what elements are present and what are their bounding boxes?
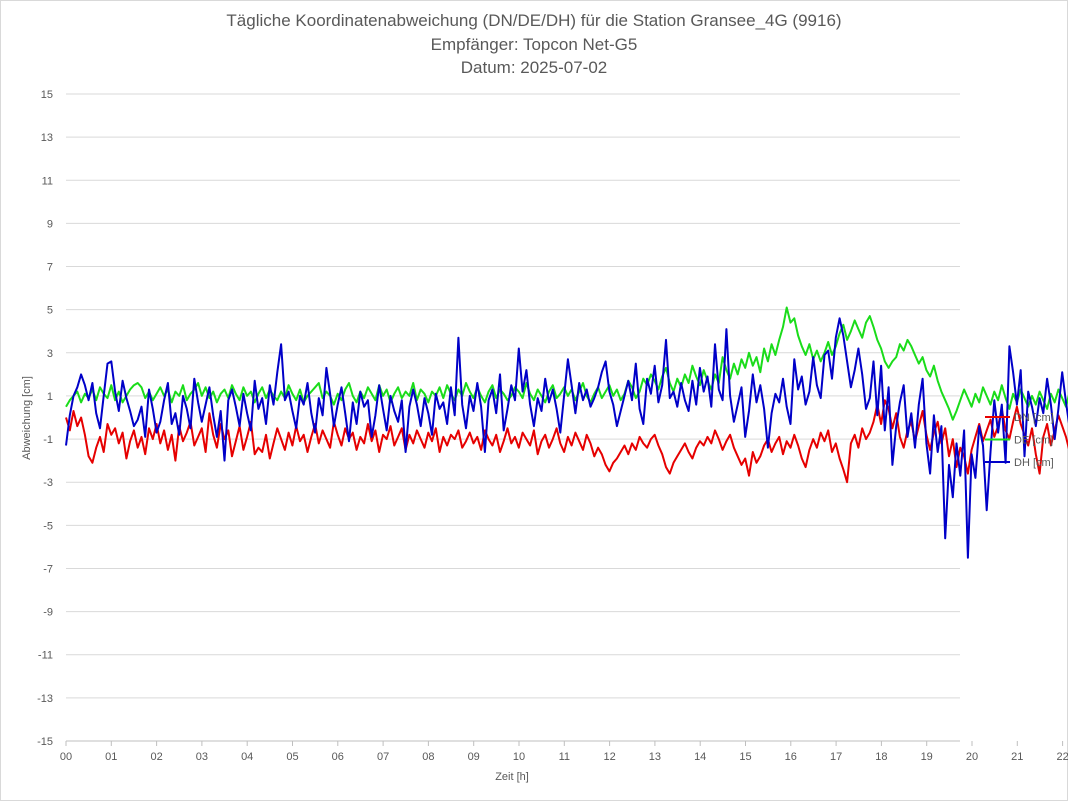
chart-subtitle-date: Datum: 2025-07-02 (460, 58, 608, 77)
y-tick-label: -3 (43, 477, 53, 489)
series-line-dh (65, 317, 1068, 559)
x-tick-label: 05 (286, 751, 298, 763)
chart-subtitle-receiver: Empfänger: Topcon Net-G5 (430, 35, 638, 54)
x-tick-label: 08 (422, 751, 434, 763)
y-tick-label: -5 (43, 520, 53, 532)
y-tick-label: 3 (47, 348, 53, 360)
y-tick-label: -9 (43, 607, 53, 619)
y-tick-label: -7 (43, 563, 53, 575)
legend-dh-label: DH [cm] (1014, 457, 1054, 469)
y-tick-label: 9 (47, 218, 53, 230)
x-tick-label: 16 (785, 751, 797, 763)
y-tick-label: -13 (37, 693, 53, 705)
x-tick-label: 07 (377, 751, 389, 763)
y-tick-label: 15 (41, 89, 53, 101)
x-tick-label: 20 (966, 751, 978, 763)
x-tick-label: 10 (513, 751, 525, 763)
x-tick-label: 06 (332, 751, 344, 763)
x-tick-label: 01 (105, 751, 117, 763)
x-axis-title: Zeit [h] (495, 771, 529, 783)
x-tick-label: 21 (1011, 751, 1023, 763)
y-tick-label: -1 (43, 434, 53, 446)
x-tick-label: 09 (468, 751, 480, 763)
x-tick-label: 12 (603, 751, 615, 763)
legend-dn-label: DN [cm] (1014, 412, 1054, 424)
x-tick-label: 00 (60, 751, 72, 763)
chart-title: Tägliche Koordinatenabweichung (DN/DE/DH… (226, 11, 842, 30)
y-axis-title: Abweichung [cm] (21, 376, 33, 460)
legend-de-label: DE [cm] (1014, 435, 1053, 447)
x-tick-label: 18 (875, 751, 887, 763)
x-tick-label: 19 (921, 751, 933, 763)
x-tick-label: 22 (1056, 751, 1068, 763)
y-tick-label: 1 (47, 391, 53, 403)
x-tick-label: 11 (559, 751, 570, 763)
y-tick-label: 13 (41, 132, 53, 144)
x-tick-label: 03 (196, 751, 208, 763)
x-tick-label: 14 (694, 751, 706, 763)
y-tick-label: 5 (47, 305, 53, 317)
x-tick-label: 17 (830, 751, 842, 763)
y-tick-label: -11 (38, 650, 53, 662)
series-line-dn (65, 399, 1068, 484)
x-tick-label: 04 (241, 751, 253, 763)
y-tick-label: -15 (37, 736, 53, 748)
y-tick-label: 7 (47, 262, 53, 274)
x-tick-label: 02 (150, 751, 162, 763)
x-tick-label: 15 (739, 751, 751, 763)
x-tick-label: 13 (649, 751, 661, 763)
series-line-de (65, 306, 1068, 421)
y-tick-label: 11 (42, 175, 53, 187)
